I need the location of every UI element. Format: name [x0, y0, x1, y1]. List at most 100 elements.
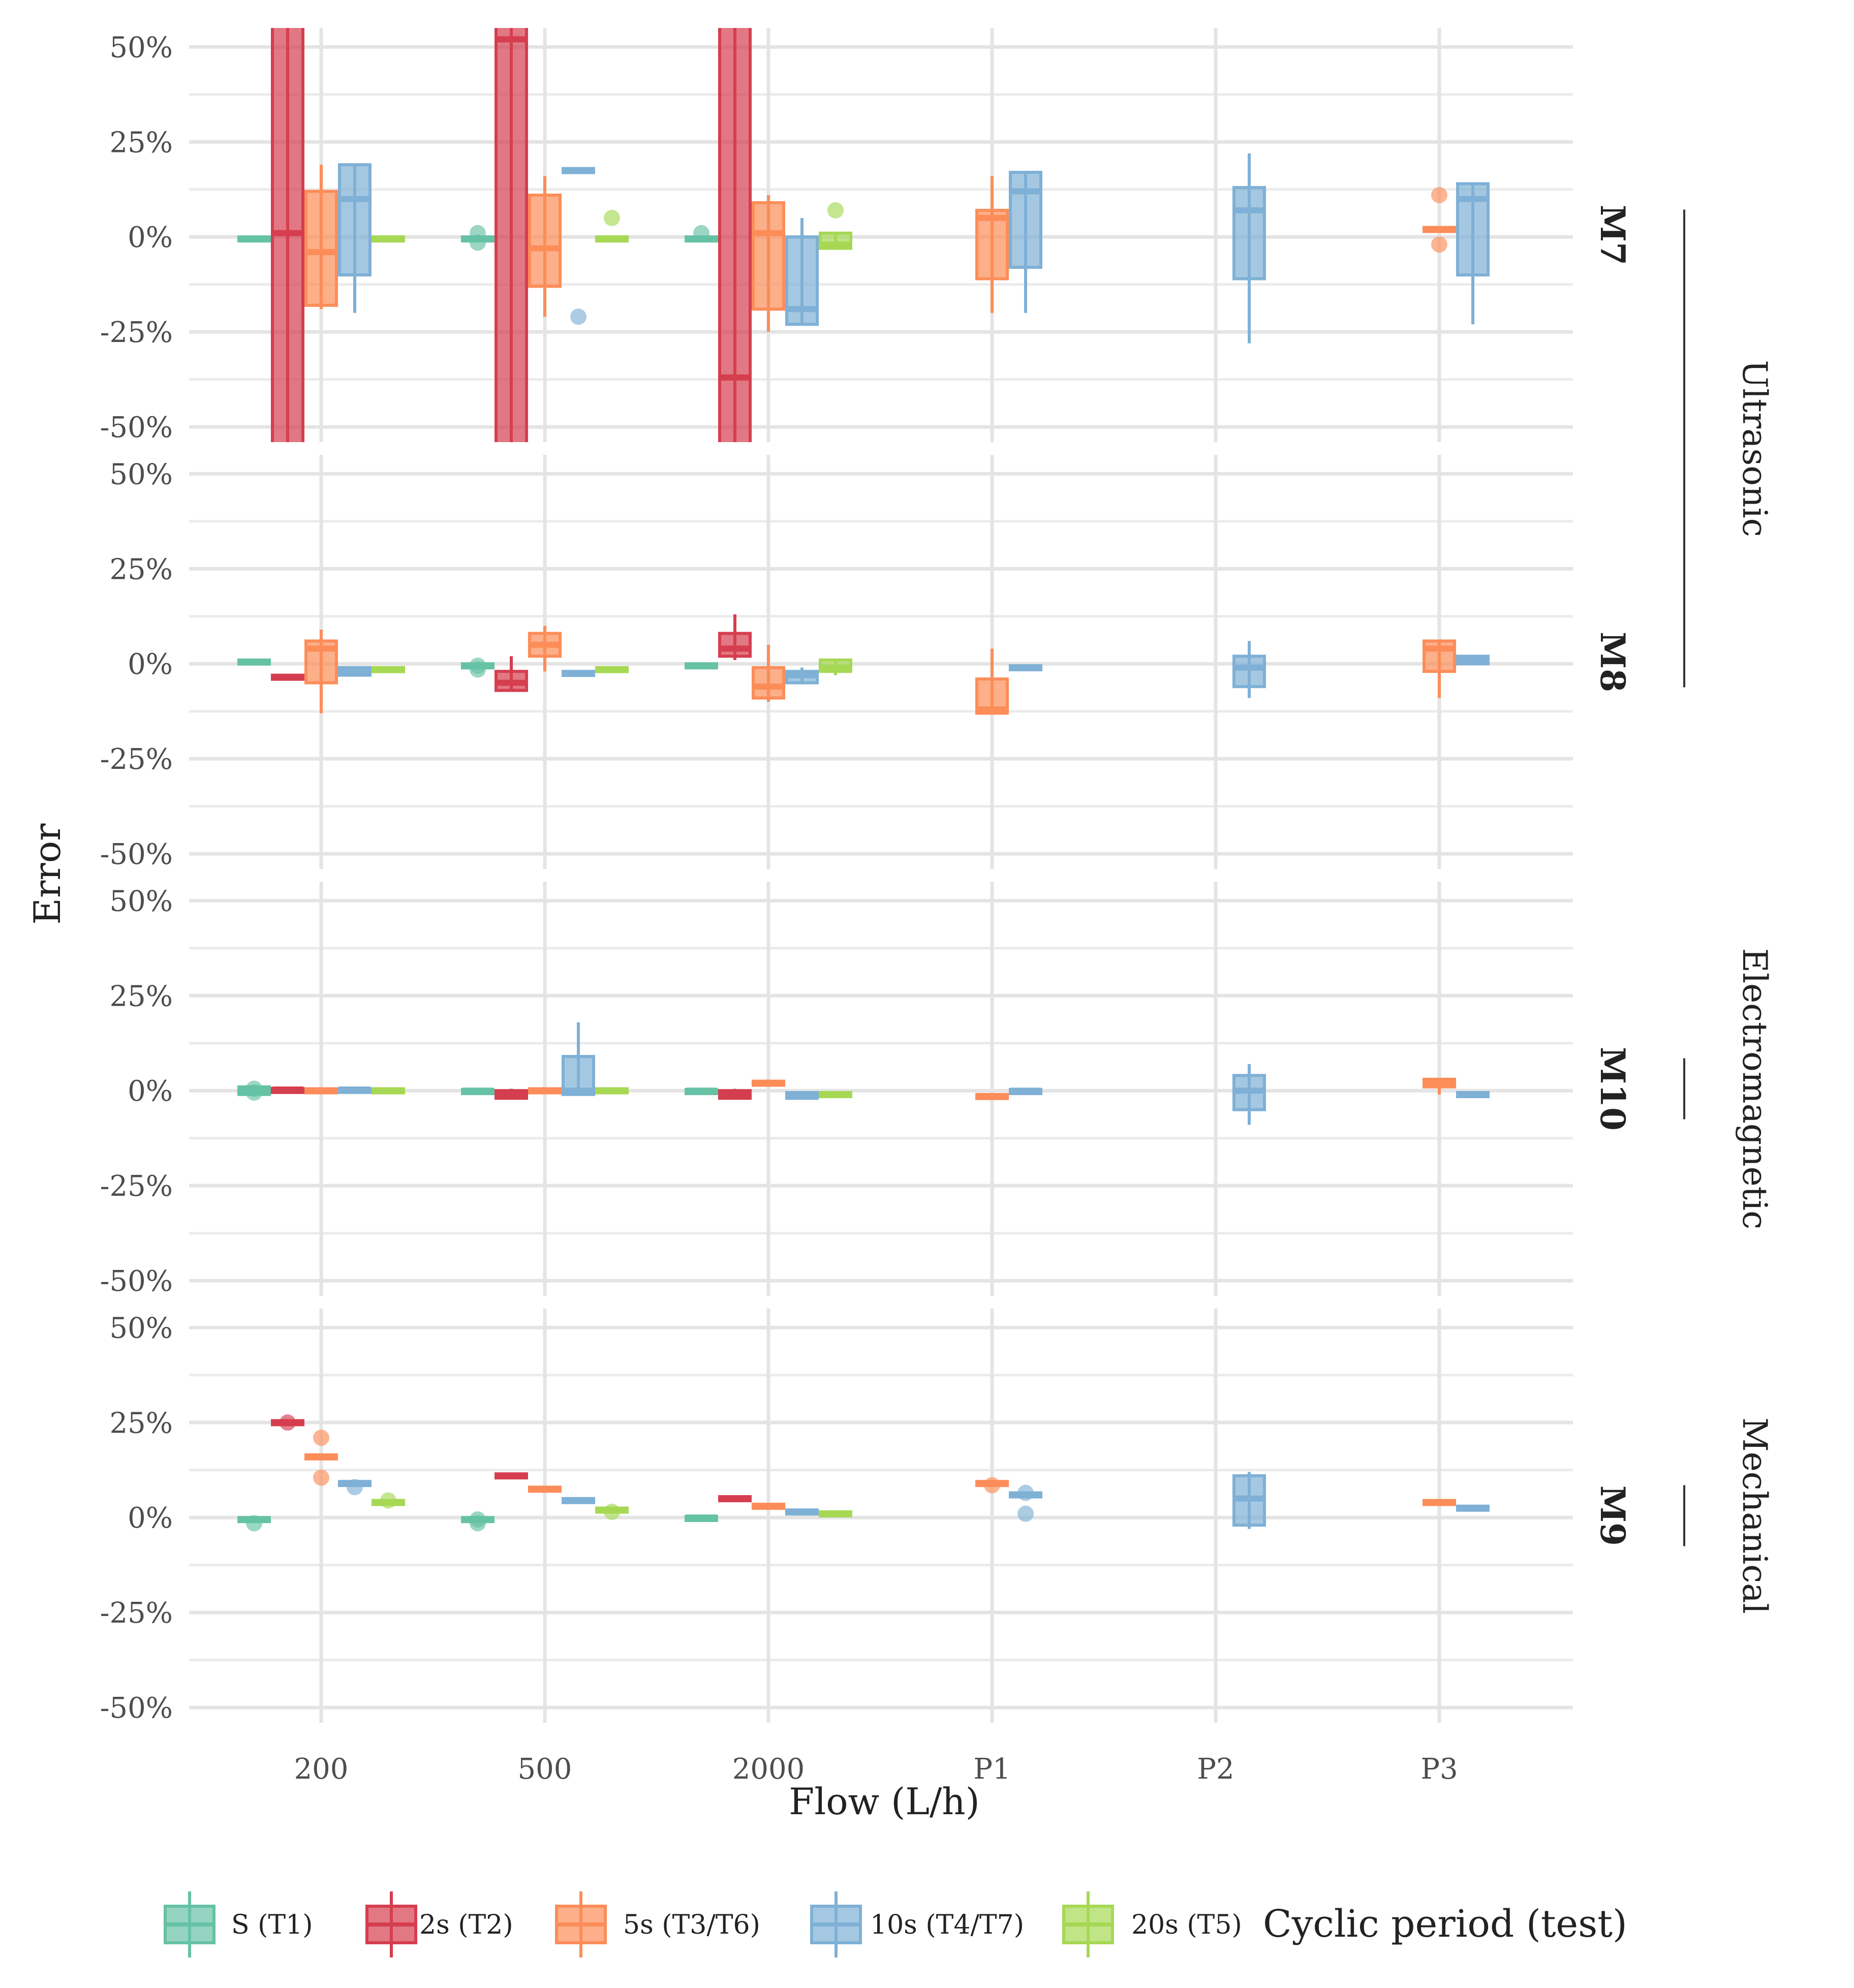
box-5s	[1423, 639, 1456, 698]
x-tick-label: P3	[1420, 1753, 1458, 1786]
box-5s	[752, 195, 785, 332]
box-20s	[819, 1510, 852, 1518]
box-s	[237, 1080, 271, 1101]
box-5s	[528, 1485, 562, 1493]
box-body	[1009, 171, 1042, 269]
box-10s	[785, 1508, 819, 1516]
box-5s	[752, 1503, 785, 1510]
panel-m7: 50% 25% 0% -25% -50% M7	[100, 28, 1632, 444]
box-s	[685, 1514, 718, 1522]
legend-label: 5s (T3/T6)	[623, 1910, 760, 1940]
box-5s	[975, 1093, 1009, 1100]
box-5s	[1423, 1499, 1456, 1506]
y-tick-label: 50%	[110, 31, 173, 64]
legend-label: S (T1)	[231, 1910, 313, 1940]
box-20s	[819, 202, 852, 250]
box-s	[685, 1088, 718, 1095]
box-body	[495, 28, 528, 442]
box-5s	[975, 176, 1009, 313]
box-s	[461, 1088, 495, 1095]
box-s	[237, 1515, 271, 1532]
x-tick-label: P2	[1197, 1753, 1234, 1786]
panels-layer: 50% 25% 0% -25% -50% M7 50% 25% 0% -25% -50% M8 50% 2…	[100, 28, 1632, 1786]
box-s	[237, 658, 271, 666]
box-2s	[271, 1414, 304, 1431]
box-marks	[237, 1414, 1490, 1532]
outlier-point	[1017, 1484, 1034, 1501]
box-10s	[785, 1091, 819, 1100]
box-5s	[1423, 1077, 1456, 1095]
box-s	[685, 225, 718, 243]
box-20s	[595, 209, 629, 243]
legend-title: Cyclic period (test)	[1263, 1902, 1627, 1946]
legend: S (T1) 2s (T2) 5s (T3/T6) 10s (T4/T7) 20s (T…	[164, 1891, 1627, 1958]
y-tick-label: 0%	[128, 648, 173, 681]
legend-key-s	[164, 1891, 215, 1958]
box-10s	[562, 1022, 595, 1096]
box-10s	[1009, 664, 1042, 671]
box-5s	[528, 626, 562, 672]
box-5s	[1423, 187, 1456, 253]
outlier-point	[604, 1504, 620, 1520]
box-20s	[372, 235, 405, 243]
outlier-point	[984, 1477, 1000, 1494]
box-10s	[1456, 1091, 1490, 1098]
panel-strip-label: M7	[1593, 205, 1632, 265]
x-tick-label: 2000	[732, 1753, 805, 1786]
box-body	[271, 28, 304, 442]
outlier-point	[1017, 1505, 1034, 1522]
box-2s	[495, 656, 528, 692]
box-body	[752, 666, 785, 700]
y-tick-label: 25%	[110, 1407, 173, 1440]
y-tick-label: -25%	[100, 1597, 173, 1630]
box-2s	[718, 614, 752, 660]
y-tick-label: 25%	[110, 980, 173, 1013]
box-10s	[562, 167, 595, 325]
box-body	[338, 163, 372, 277]
box-2s	[718, 1495, 752, 1503]
x-axis-title: Flow (L/h)	[789, 1780, 979, 1823]
box-10s	[338, 1479, 372, 1496]
y-tick-label: -50%	[100, 411, 173, 444]
outlier-point	[570, 308, 586, 325]
box-10s	[1232, 641, 1266, 698]
y-tick-label: -25%	[100, 316, 173, 349]
box-20s	[819, 658, 852, 675]
box-marks	[237, 28, 1490, 442]
box-2s	[495, 28, 528, 442]
box-5s	[752, 1079, 785, 1087]
y-tick-label: -25%	[100, 1170, 173, 1203]
outlier-point	[470, 234, 486, 251]
box-body	[718, 28, 752, 442]
y-tick-label: 0%	[128, 221, 173, 254]
facet-group-label: Electromagnetic	[1735, 948, 1774, 1229]
box-marks	[237, 1022, 1490, 1125]
legend-key-2s	[365, 1891, 417, 1958]
box-10s	[1232, 1472, 1266, 1529]
x-tick-label: 200	[294, 1753, 349, 1786]
legend-key-5s	[555, 1891, 607, 1958]
box-2s	[718, 1089, 752, 1100]
box-20s	[595, 1504, 629, 1520]
box-s	[237, 235, 271, 243]
box-5s	[752, 644, 785, 702]
y-tick-label: -50%	[100, 838, 173, 871]
outlier-point	[347, 1479, 363, 1496]
outlier-point	[246, 1084, 262, 1101]
box-5s	[304, 1430, 338, 1486]
box-10s	[1009, 171, 1042, 313]
box-body	[304, 190, 338, 307]
outlier-point	[313, 1430, 329, 1446]
box-10s	[338, 1086, 372, 1094]
box-10s	[1456, 182, 1490, 325]
box-2s	[495, 1472, 528, 1480]
box-5s	[304, 629, 338, 713]
outlier-point	[604, 209, 620, 226]
box-10s	[785, 667, 819, 685]
legend-key-20s	[1062, 1891, 1114, 1958]
box-10s	[1009, 1484, 1042, 1522]
y-tick-label: 0%	[128, 1502, 173, 1535]
panel-strip-label: M10	[1593, 1047, 1632, 1131]
facet-group-labels: Ultrasonic Electromagnetic Mechanical	[1683, 209, 1774, 1614]
